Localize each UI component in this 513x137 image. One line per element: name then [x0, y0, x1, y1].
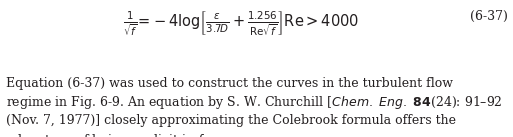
Text: Equation (6-37) was used to construct the curves in the turbulent flow
regime in: Equation (6-37) was used to construct th… [6, 77, 503, 137]
Text: $\frac{1}{\sqrt{f}}\!=\!-4\log\!\left[\frac{\varepsilon}{3.7D}+\frac{1.256}{\mat: $\frac{1}{\sqrt{f}}\!=\!-4\log\!\left[\f… [123, 10, 359, 39]
Text: (6-37): (6-37) [470, 10, 508, 23]
